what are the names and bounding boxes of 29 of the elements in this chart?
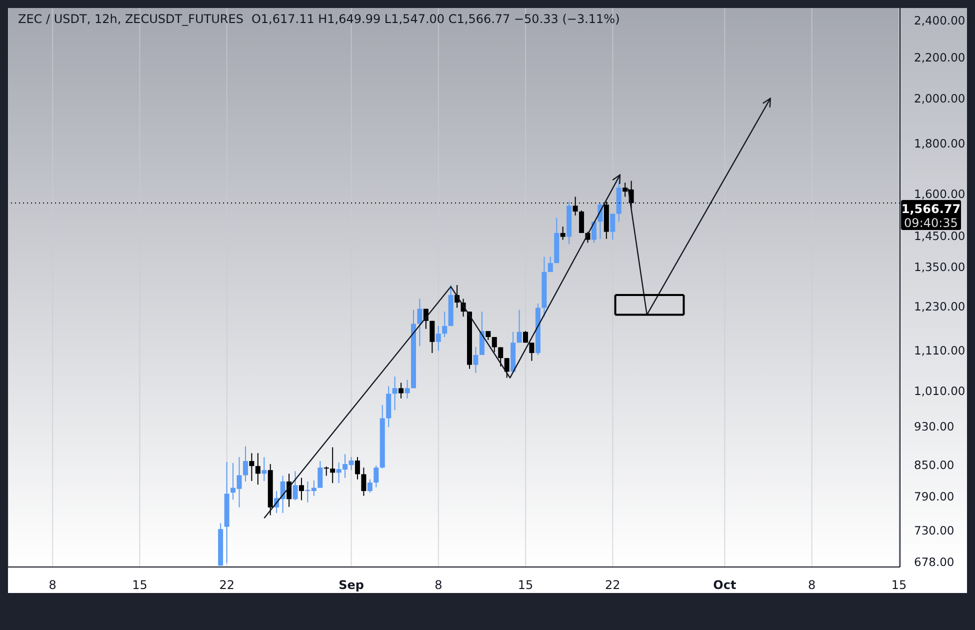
chart-subtitle: O1,617.11 H1,649.99 L1,547.00 C1,566.77 −50.33 (−3.11%) (251, 12, 620, 26)
x-tick-label: 8 (434, 578, 442, 592)
y-tick-label: 730.00 (914, 523, 954, 538)
y-tick-label: 2,200.00 (914, 50, 966, 65)
x-tick-label: 22 (605, 578, 620, 592)
y-tick-label: 678.00 (914, 554, 954, 569)
ref-line-label: 1,566.77 (901, 202, 961, 216)
x-tick-label: 15 (132, 578, 148, 592)
x-tick-label: 15 (891, 578, 907, 592)
y-tick-label: 930.00 (914, 420, 954, 434)
x-tick-label: 22 (219, 578, 234, 592)
y-tick-label: 850.00 (914, 458, 954, 472)
x-tick-label: Sep (338, 578, 364, 592)
chart-title: ZEC / USDT, 12h, ZECUSDT_FUTURES (18, 12, 244, 26)
x-tick-label: 8 (48, 578, 56, 592)
y-tick-label: 2,400.00 (914, 13, 966, 28)
y-tick-label: 2,000.00 (914, 91, 966, 106)
y-tick-label: 790.00 (914, 489, 954, 504)
y-tick-label: 1,010.00 (914, 384, 966, 398)
y-tick-label: 1,450.00 (914, 229, 966, 244)
y-tick-label: 1,230.00 (914, 300, 966, 314)
y-tick-label: 1,600.00 (914, 187, 966, 202)
y-tick-label: 1,800.00 (914, 136, 966, 151)
x-tick-label: 15 (518, 578, 534, 592)
y-tick-label: 1,110.00 (914, 344, 966, 358)
text: 09:40:35 (904, 216, 958, 230)
x-tick-label: 8 (808, 578, 816, 592)
x-tick-label: Oct (713, 578, 736, 592)
y-tick-label: 1,350.00 (914, 260, 966, 274)
